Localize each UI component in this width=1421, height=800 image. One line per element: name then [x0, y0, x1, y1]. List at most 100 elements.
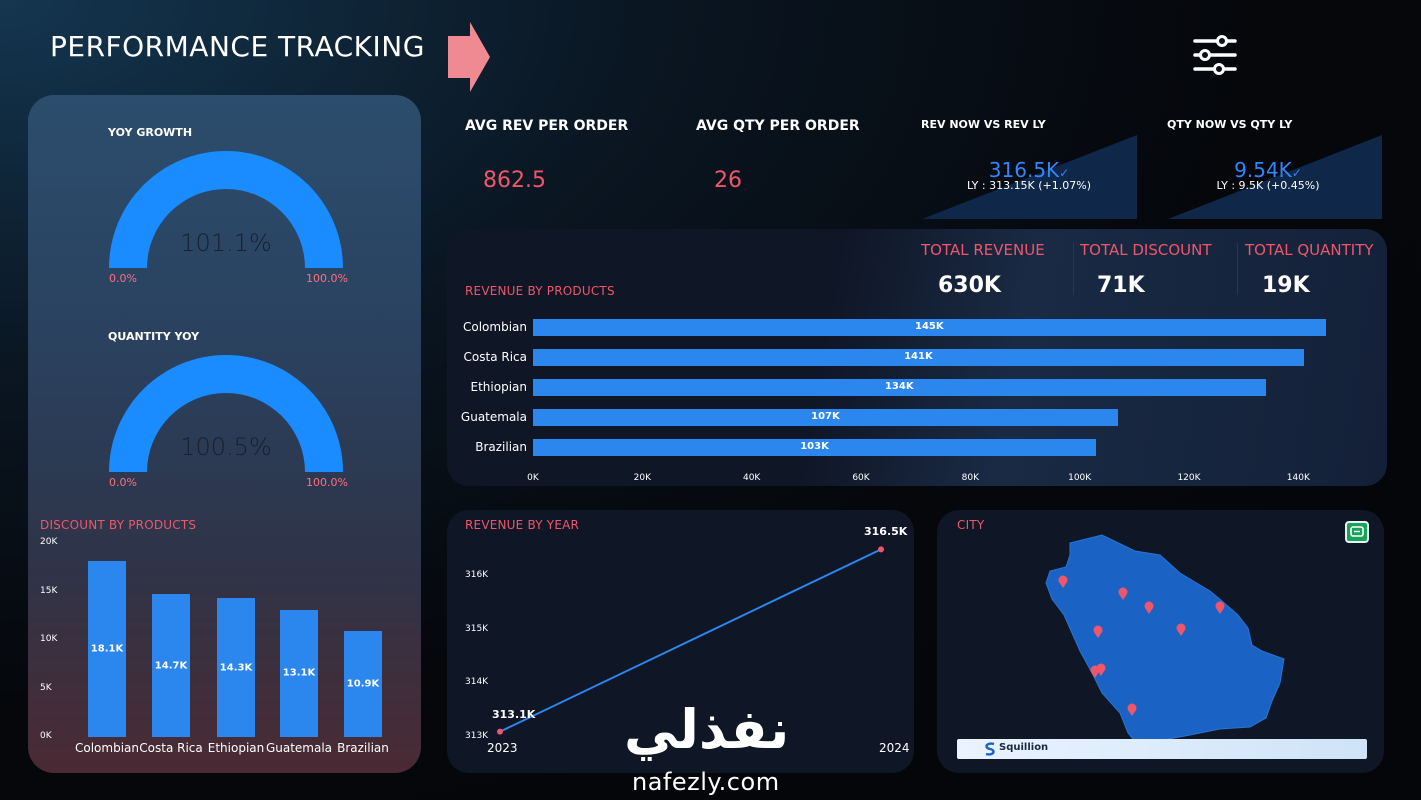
revenue-by-year-title: REVENUE BY YEAR: [465, 518, 580, 532]
x-tick-label: 100K: [1068, 473, 1092, 483]
y-tick-label: 10K: [40, 634, 58, 644]
gauge-yoy-growth: [109, 151, 343, 268]
revenue-bar: [533, 319, 1326, 336]
discount-bar: [280, 609, 318, 737]
page-title: PERFORMANCE TRACKING: [50, 30, 425, 63]
avg-rev-value: 862.5: [483, 168, 546, 193]
qty-cmp-sparkline: [1168, 135, 1382, 219]
y-tick-label: 0K: [40, 731, 52, 741]
x-tick-label: 140K: [1286, 473, 1310, 483]
y-tick-label: 20K: [40, 537, 58, 547]
total-revenue-value: 630K: [938, 273, 1001, 298]
map-settings-icon[interactable]: [1345, 521, 1369, 543]
bar-value-label: 14.3K: [219, 662, 253, 674]
gauge-value-quantity-yoy: 100.5%: [180, 433, 272, 461]
gauge-title-yoy-growth: YOY GROWTH: [108, 126, 193, 139]
x-category-label: Brazilian: [337, 741, 389, 755]
gauge-title-quantity-yoy: QUANTITY YOY: [108, 330, 200, 343]
x-tick-label: 20K: [633, 473, 652, 483]
bar-value-label: 14.7K: [154, 660, 188, 672]
x-category-label: Costa Rica: [139, 741, 203, 755]
x-category-label: Guatemala: [265, 741, 333, 755]
bar-value-label: 134K: [884, 381, 914, 392]
bar-category-label: Ethiopian: [470, 380, 527, 394]
x-tick-label: 60K: [852, 473, 870, 483]
point-value-label: 313.1K: [492, 707, 536, 721]
x-tick-label: 0K: [527, 473, 539, 483]
x-tick-label: 80K: [961, 473, 980, 483]
revenue-by-products-title: REVENUE BY PRODUCTS: [465, 284, 615, 298]
qty-cmp-label: QTY NOW VS QTY LY: [1167, 118, 1293, 131]
map-pin-icon: [1127, 703, 1137, 716]
map-pin-icon: [1144, 601, 1154, 614]
y-tick-label: 316K: [465, 570, 489, 581]
x-tick-label: 40K: [742, 473, 761, 483]
rev-cmp-value-wrap: 316.5K✓: [929, 158, 1129, 182]
map-footer-bar: Squillion: [957, 739, 1367, 759]
qty-cmp-ly: LY : 9.5K (+0.45%): [1216, 179, 1320, 192]
rev-cmp-sparkline: [922, 135, 1137, 219]
y-tick-label: 5K: [40, 682, 52, 693]
bar-value-label: 13.1K: [282, 667, 316, 679]
y-tick-label: 314K: [465, 677, 489, 688]
y-tick-label: 313K: [465, 731, 489, 741]
x-category-label: Colombian: [75, 741, 139, 755]
rev-cmp-label: REV NOW VS REV LY: [921, 118, 1046, 131]
total-quantity-value: 19K: [1262, 273, 1310, 298]
total-discount-value: 71K: [1097, 273, 1145, 298]
avg-qty-label: AVG QTY PER ORDER: [696, 118, 860, 134]
revenue-bar: [533, 439, 1097, 456]
point-value-label: 316.5K: [864, 525, 908, 539]
gauge-min-label: 0.0%: [109, 476, 137, 489]
discount-by-products-title: DISCOUNT BY PRODUCTS: [40, 518, 197, 532]
divider: [1237, 243, 1238, 295]
bar-value-label: 107K: [811, 411, 840, 422]
x-category-label: 2024: [879, 741, 910, 755]
x-category-label: Ethiopian: [207, 741, 265, 755]
map-pin-icon: [1215, 601, 1225, 614]
gauge-max-label: 100.0%: [306, 476, 348, 489]
bar-value-label: 141K: [904, 351, 933, 362]
map-pin-icon: [1093, 625, 1103, 638]
sliders-icon[interactable]: [1192, 34, 1238, 81]
map-pin-icon: [1058, 575, 1068, 588]
bar-value-label: 103K: [800, 441, 829, 452]
discount-bar: [344, 631, 382, 737]
gauge-quantity-yoy: [109, 355, 343, 472]
city-title: CITY: [957, 518, 985, 532]
check-icon: ✓: [1291, 166, 1302, 180]
gauge-value-yoy-growth: 101.1%: [180, 229, 272, 257]
rev-cmp-value: 316.5K: [988, 158, 1060, 182]
map-pin-icon: [1176, 623, 1186, 636]
bar-value-label: 18.1K: [90, 643, 124, 655]
arrow-right-icon[interactable]: [448, 22, 490, 97]
x-category-label: 2023: [487, 741, 518, 755]
bar-category-label: Brazilian: [475, 440, 527, 454]
rev-cmp-ly: LY : 313.15K (+1.07%): [966, 179, 1092, 192]
total-discount-label: TOTAL DISCOUNT: [1080, 241, 1212, 259]
y-tick-label: 15K: [40, 585, 58, 596]
gauge-max-label: 100.0%: [306, 272, 348, 285]
revenue-bar: [533, 409, 1118, 426]
bar-category-label: Guatemala: [460, 410, 527, 424]
watermark-arabic: نفذلي: [624, 698, 790, 761]
bar-value-label: 145K: [915, 321, 944, 332]
total-revenue-label: TOTAL REVENUE: [921, 241, 1045, 259]
gauge-min-label: 0.0%: [109, 272, 137, 285]
divider: [1073, 243, 1074, 295]
revenue-bar: [533, 349, 1304, 366]
map-brand: Squillion: [999, 742, 1049, 753]
qty-cmp-value-wrap: 9.54K✓: [1168, 158, 1368, 182]
bar-category-label: Colombian: [463, 320, 527, 334]
avg-qty-value: 26: [714, 168, 742, 193]
city-map[interactable]: [1040, 533, 1290, 758]
total-quantity-label: TOTAL QUANTITY: [1245, 241, 1374, 259]
discount-bar: [152, 594, 190, 737]
check-icon: ✓: [1059, 166, 1070, 180]
avg-rev-label: AVG REV PER ORDER: [465, 118, 629, 134]
revenue-bar: [533, 379, 1266, 396]
discount-bar: [88, 561, 126, 737]
squillion-logo-icon: [984, 742, 996, 761]
bar-category-label: Costa Rica: [463, 350, 527, 364]
map-pin-icon: [1096, 663, 1106, 676]
